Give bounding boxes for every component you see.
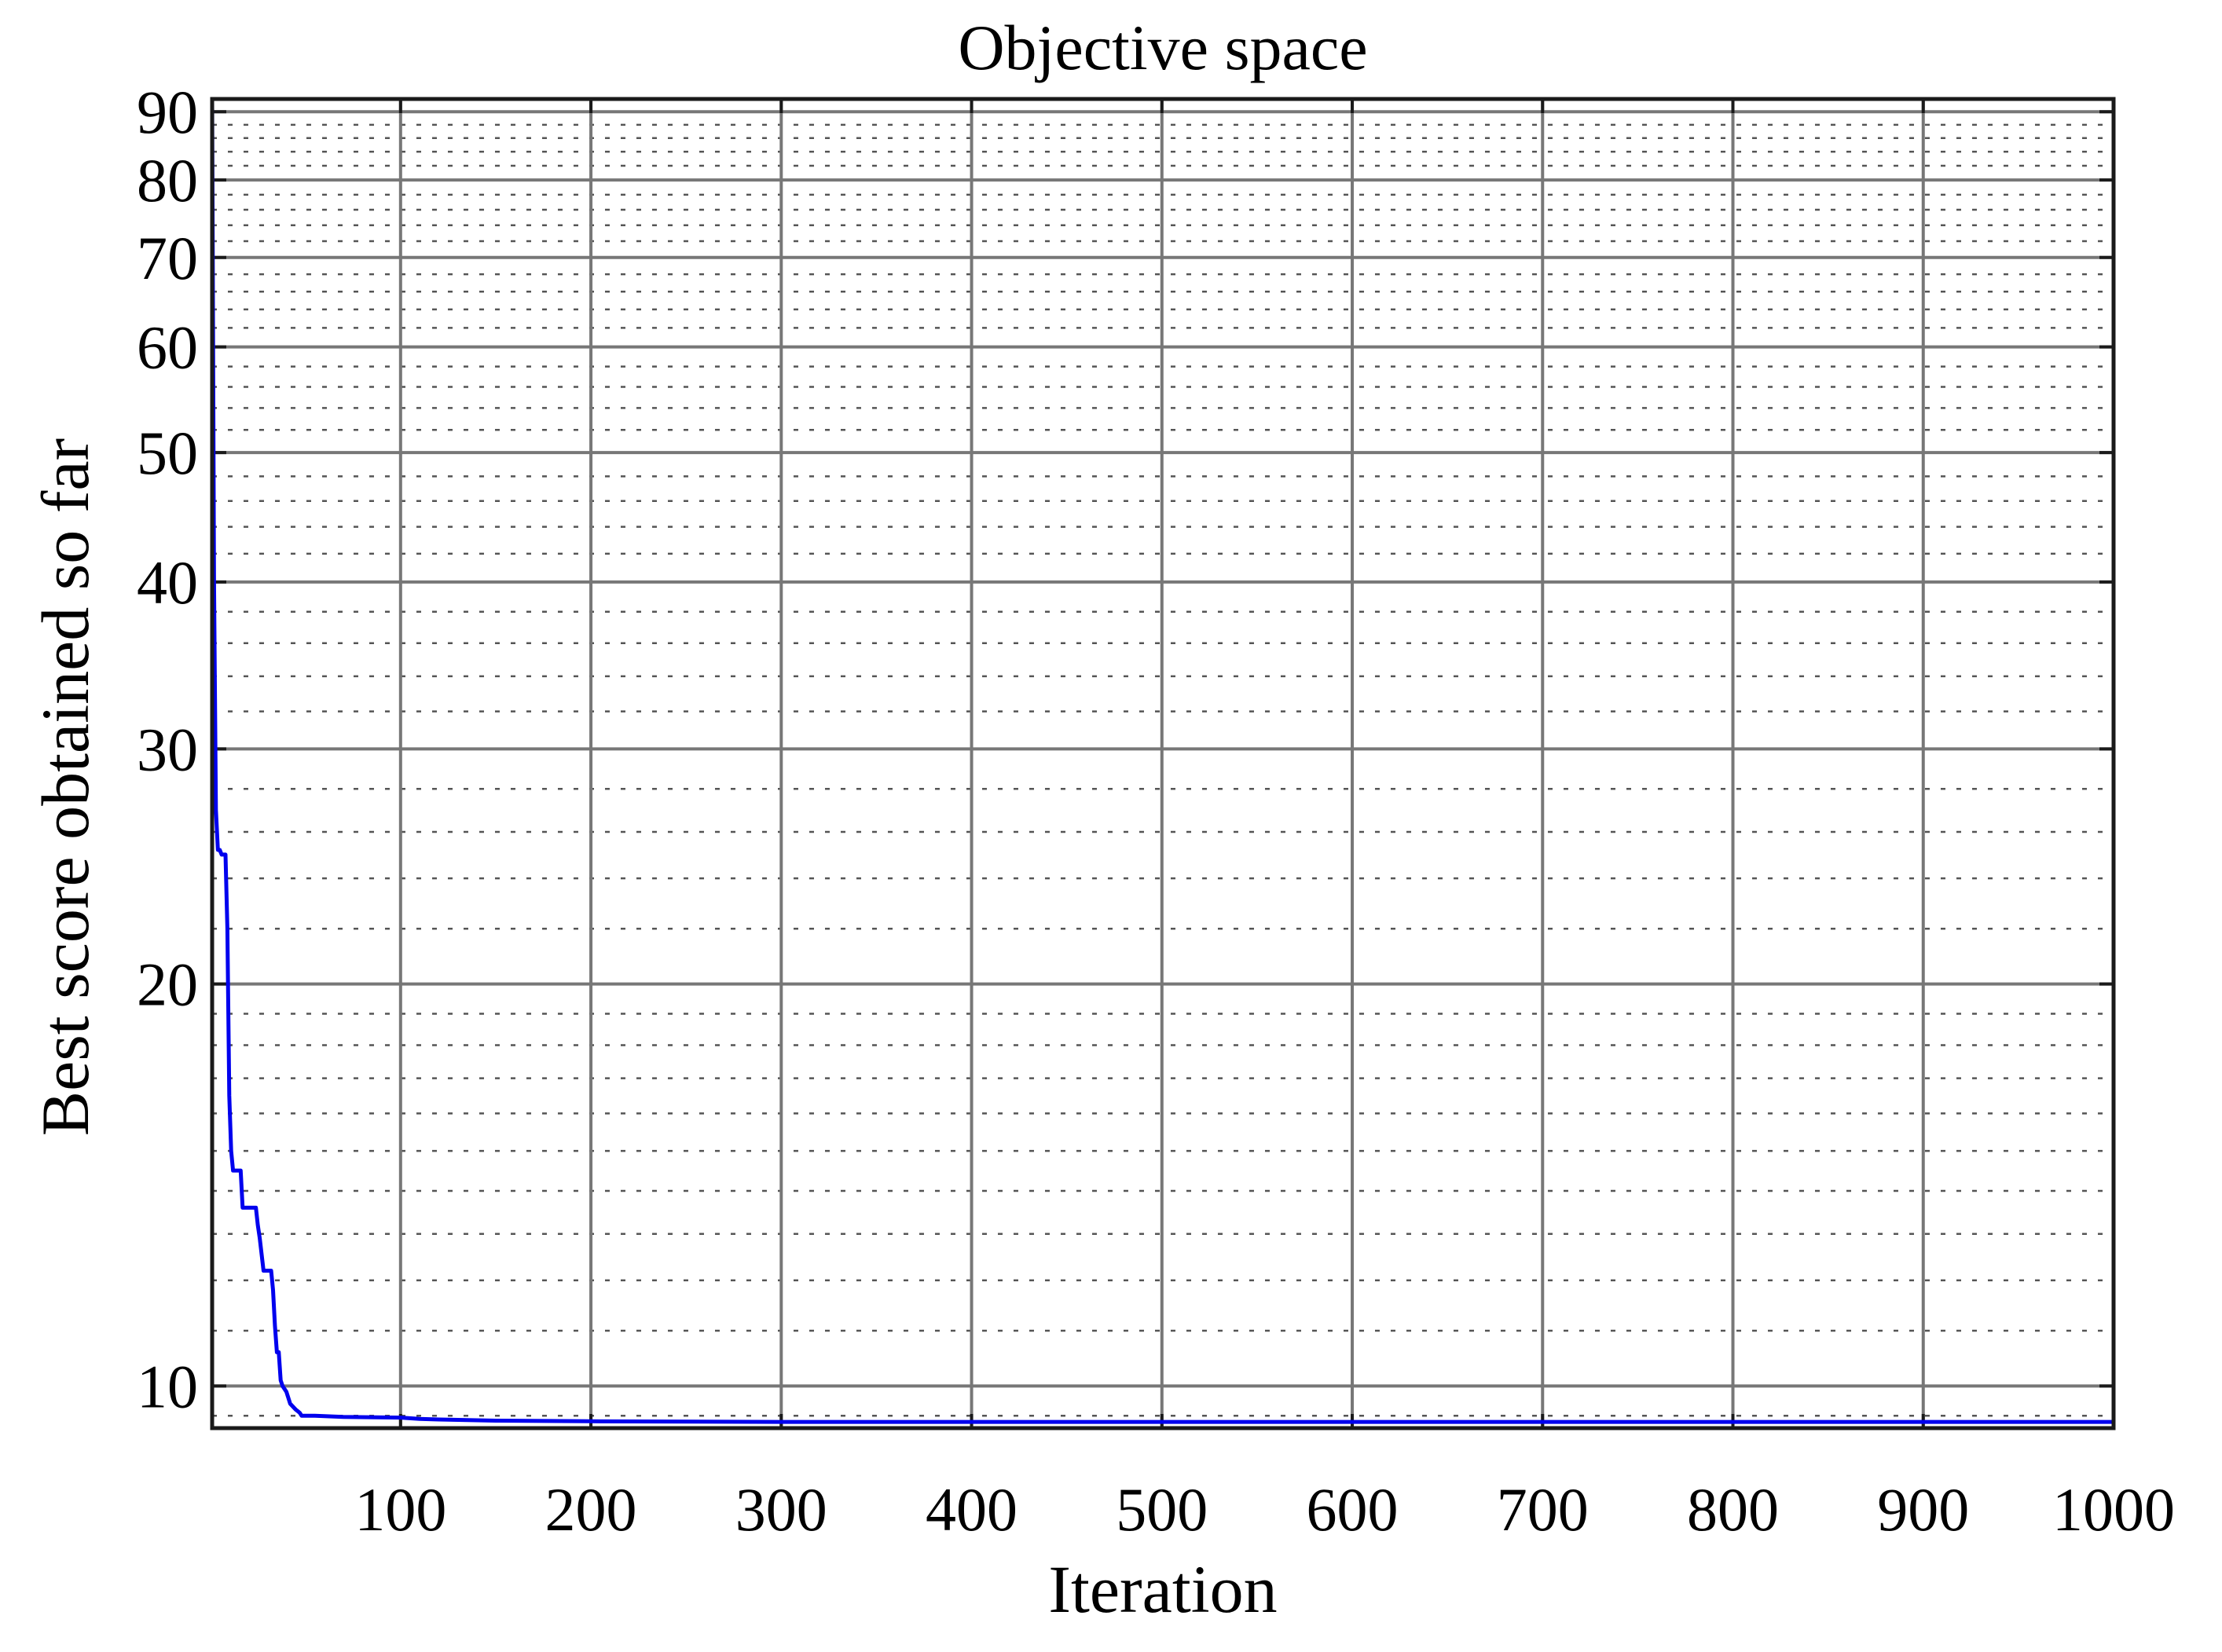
y-tick-label: 10 xyxy=(137,1352,198,1420)
x-tick-label: 400 xyxy=(926,1475,1018,1544)
series-layer xyxy=(210,98,2114,1424)
y-tick-label: 60 xyxy=(137,313,198,382)
y-tick-label: 30 xyxy=(137,715,198,783)
x-tick-label: 300 xyxy=(735,1475,827,1544)
series-line xyxy=(210,98,2114,1424)
x-tick-label: 200 xyxy=(545,1475,637,1544)
y-tick-label: 40 xyxy=(137,548,198,617)
x-axis-title: Iteration xyxy=(1048,1551,1277,1627)
x-tick-label: 1000 xyxy=(2052,1475,2175,1544)
y-tick-label: 90 xyxy=(137,78,198,146)
y-tick-label: 50 xyxy=(137,419,198,487)
grid-layer xyxy=(212,99,2115,1428)
y-axis-title: Best score obtained so far xyxy=(28,438,103,1136)
x-tick-label-layer: 100 200 300 400 500 600 700 800 900 1000 xyxy=(354,1475,2175,1544)
x-tick-label: 800 xyxy=(1687,1475,1779,1544)
x-tick-label: 600 xyxy=(1307,1475,1399,1544)
y-tick-label: 80 xyxy=(137,146,198,214)
y-tick-label: 70 xyxy=(137,224,198,292)
x-tick-label: 100 xyxy=(354,1475,446,1544)
chart-title: Objective space xyxy=(958,12,1367,83)
y-tick-label: 20 xyxy=(137,951,198,1019)
x-tick-label: 700 xyxy=(1497,1475,1589,1544)
plot-frame xyxy=(210,97,2116,1430)
x-tick-label: 900 xyxy=(1877,1475,1969,1544)
x-tick-label: 500 xyxy=(1116,1475,1208,1544)
